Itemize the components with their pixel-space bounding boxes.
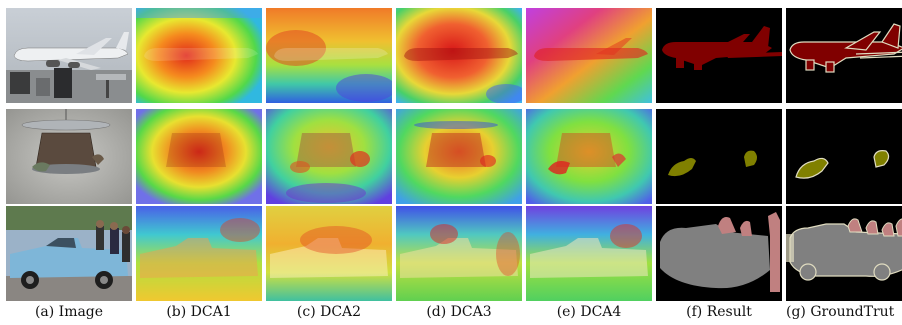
dca2-airplane [266, 8, 392, 103]
column-label-dca3: (d) DCA3 [426, 304, 492, 320]
segmentation-result-airplane [656, 8, 782, 103]
heatmap-dca1-airplane [136, 8, 262, 103]
heatmap-dca3-airplane [396, 8, 522, 103]
dca4-bird-feeder [526, 109, 652, 204]
dca4-pickup-truck [526, 206, 652, 301]
segmentation-groundtruth-pickup-truck [786, 206, 902, 301]
segmentation-groundtruth-airplane [786, 8, 902, 103]
result-airplane [656, 8, 782, 103]
image-pickup-truck [6, 206, 132, 301]
groundtruth-bird-feeder [786, 109, 902, 204]
column-label-dca4: (e) DCA4 [556, 304, 622, 320]
dca4-airplane [526, 8, 652, 103]
airplane-photo [6, 8, 132, 103]
dca1-bird-feeder [136, 109, 262, 204]
heatmap-dca1-pickup-truck [136, 206, 262, 301]
heatmap-dca2-bird-feeder [266, 109, 392, 204]
dca3-bird-feeder [396, 109, 522, 204]
segmentation-groundtruth-bird-feeder [786, 109, 902, 204]
column-label-result: (f) Result [686, 304, 752, 320]
column-label-dca2: (c) DCA2 [296, 304, 362, 320]
image-bird-feeder [6, 109, 132, 204]
groundtruth-pickup-truck [786, 206, 902, 301]
dca3-pickup-truck [396, 206, 522, 301]
image-airplane [6, 8, 132, 103]
dca2-pickup-truck [266, 206, 392, 301]
bird-feeder-photo [6, 109, 132, 204]
heatmap-dca3-pickup-truck [396, 206, 522, 301]
segmentation-result-pickup-truck [656, 206, 782, 301]
result-pickup-truck [656, 206, 782, 301]
dca1-airplane [136, 8, 262, 103]
heatmap-dca1-bird-feeder [136, 109, 262, 204]
heatmap-dca4-pickup-truck [526, 206, 652, 301]
dca2-bird-feeder [266, 109, 392, 204]
heatmap-dca2-pickup-truck [266, 206, 392, 301]
segmentation-result-bird-feeder [656, 109, 782, 204]
column-label-image: (a) Image [34, 304, 104, 320]
pickup-truck-photo [6, 206, 132, 301]
heatmap-dca4-airplane [526, 8, 652, 103]
column-label-groundtruth: (g) GroundTrut [786, 304, 895, 320]
result-bird-feeder [656, 109, 782, 204]
dca3-airplane [396, 8, 522, 103]
heatmap-dca2-airplane [266, 8, 392, 103]
heatmap-dca4-bird-feeder [526, 109, 652, 204]
column-label-dca1: (b) DCA1 [166, 304, 232, 320]
dca1-pickup-truck [136, 206, 262, 301]
heatmap-dca3-bird-feeder [396, 109, 522, 204]
groundtruth-airplane [786, 8, 902, 103]
